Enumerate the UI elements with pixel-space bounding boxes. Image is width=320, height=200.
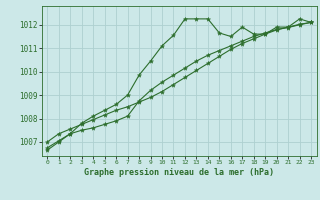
- X-axis label: Graphe pression niveau de la mer (hPa): Graphe pression niveau de la mer (hPa): [84, 168, 274, 177]
